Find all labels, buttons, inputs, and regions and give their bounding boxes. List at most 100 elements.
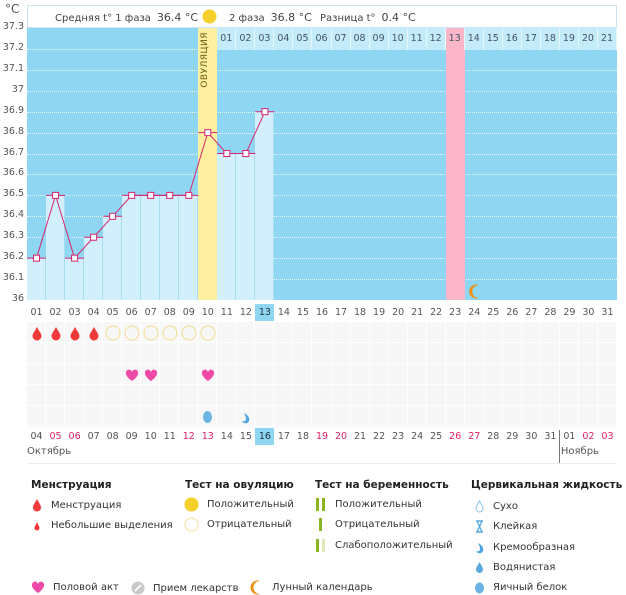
grid-cell <box>312 364 332 385</box>
grid-cell <box>141 364 161 385</box>
grid-cell <box>293 406 313 427</box>
temperature-chart: ОВУЛЯЦИЯ 01 02 03 04 05 06 07 08 09 10 11 12 13 14 15 16… <box>27 28 617 300</box>
temperature-point[interactable] <box>147 191 155 199</box>
grid-cell <box>388 406 408 427</box>
grid-cell <box>274 364 294 385</box>
grid-cell <box>122 343 142 364</box>
cycle-day-label[interactable]: 20 <box>392 307 405 318</box>
moon-icon <box>469 284 479 299</box>
small-drop-icon <box>34 522 40 531</box>
cycle-day-label[interactable]: 28 <box>544 307 557 318</box>
grid-cell <box>540 322 560 343</box>
temperature-line-chart <box>27 108 479 299</box>
cycle-day-label[interactable]: 07 <box>144 307 157 318</box>
cycle-day-label[interactable]: 21 <box>411 307 424 318</box>
cycle-day-label[interactable]: 10 <box>201 307 214 318</box>
temperature-point[interactable] <box>242 150 250 158</box>
phase2-day-label: 20 <box>578 28 598 50</box>
temperature-point[interactable] <box>223 150 231 158</box>
legend-menstruation: Менструация <box>31 498 121 512</box>
cycle-day-label[interactable]: 31 <box>601 307 614 318</box>
temperature-point[interactable] <box>204 129 212 137</box>
phase2-average: 2 фаза 36.8 °C <box>229 11 312 24</box>
temperature-point[interactable] <box>33 254 41 262</box>
legend-cervical-sticky: Клейкая <box>474 520 537 533</box>
phase2-day-label: 04 <box>274 28 294 50</box>
gridline <box>27 279 617 281</box>
grid-cell <box>369 385 389 406</box>
grid-cell <box>236 364 256 385</box>
grid-cell <box>46 322 66 343</box>
cycle-day-label[interactable]: 30 <box>582 307 595 318</box>
date-label: 20 <box>334 431 348 442</box>
cycle-day-label[interactable]: 22 <box>430 307 443 318</box>
legend-spotting: Небольшие выделения <box>31 518 173 532</box>
cycle-day-label[interactable]: 05 <box>106 307 119 318</box>
cycle-day-label[interactable]: 27 <box>525 307 538 318</box>
phase2-day-label: 13 <box>445 28 465 50</box>
phase2-day-label: 16 <box>502 28 522 50</box>
cycle-day-label[interactable]: 09 <box>182 307 195 318</box>
cycle-day-label[interactable]: 25 <box>487 307 500 318</box>
empty-circle-icon <box>141 323 160 343</box>
cycle-day-label[interactable]: 14 <box>277 307 290 318</box>
temperature-bar <box>217 153 237 300</box>
temperature-point[interactable] <box>90 233 98 241</box>
cycle-day-label[interactable]: 29 <box>563 307 576 318</box>
grid-cell <box>255 385 275 406</box>
date-label: 25 <box>430 431 443 442</box>
cycle-day-label[interactable]: 15 <box>296 307 309 318</box>
temperature-point[interactable] <box>166 191 174 199</box>
gridline <box>27 258 617 260</box>
grid-cell <box>426 364 446 385</box>
grid-cell <box>331 406 351 427</box>
cycle-day-label[interactable]: 12 <box>239 307 252 318</box>
grid-cell <box>312 406 332 427</box>
temperature-point[interactable] <box>52 191 60 199</box>
cycle-day-label[interactable]: 16 <box>315 307 329 318</box>
cycle-day-label[interactable]: 18 <box>354 307 367 318</box>
legend-pregnancy-negative: Отрицательный <box>315 518 420 531</box>
temperature-point[interactable] <box>185 191 193 199</box>
cycle-day-label[interactable]: 04 <box>87 307 100 318</box>
cycle-day-label[interactable]: 17 <box>334 307 348 318</box>
cycle-day-label[interactable]: 11 <box>220 307 233 318</box>
date-label: 29 <box>506 431 519 442</box>
grid-cell <box>483 322 503 343</box>
temperature-point[interactable] <box>109 212 117 220</box>
cycle-day-label[interactable]: 01 <box>30 307 43 318</box>
legend-label: Прием лекарств <box>153 582 239 594</box>
legend-label: Лунный календарь <box>272 582 373 593</box>
cycle-day-label[interactable]: 08 <box>163 307 176 318</box>
legend-intercourse: Половой акт <box>31 581 119 594</box>
grid-cell <box>65 406 85 427</box>
grid-cell <box>293 385 313 406</box>
cycle-day-label[interactable]: 19 <box>373 307 386 318</box>
empty-circle-icon <box>184 517 199 532</box>
grid-cell <box>141 343 161 364</box>
cycle-day-label[interactable]: 26 <box>506 307 519 318</box>
gridline <box>27 69 617 71</box>
grid-cell <box>445 343 465 364</box>
grid-cell <box>274 322 294 343</box>
grid-cell <box>597 322 617 343</box>
cycle-day-label[interactable]: 13 <box>255 304 275 321</box>
temperature-bar <box>65 258 85 300</box>
grid-cell <box>521 322 541 343</box>
cycle-day-label[interactable]: 06 <box>125 307 138 318</box>
gridline <box>27 153 617 155</box>
cycle-day-label[interactable]: 24 <box>468 307 481 318</box>
cycle-day-label[interactable]: 02 <box>49 307 62 318</box>
grid-cell <box>179 364 199 385</box>
date-label: 04 <box>30 431 43 442</box>
grid-cell <box>502 364 522 385</box>
temperature-point[interactable] <box>261 108 269 116</box>
temperature-line <box>36 111 266 260</box>
cycle-day-label[interactable]: 03 <box>68 307 81 318</box>
grid-cell <box>255 364 275 385</box>
phase2-day-label: 15 <box>483 28 503 50</box>
temperature-point[interactable] <box>71 254 79 262</box>
temperature-point[interactable] <box>128 191 136 199</box>
cycle-day-label[interactable]: 23 <box>449 307 462 318</box>
month-label-november: Ноябрь <box>560 446 599 457</box>
